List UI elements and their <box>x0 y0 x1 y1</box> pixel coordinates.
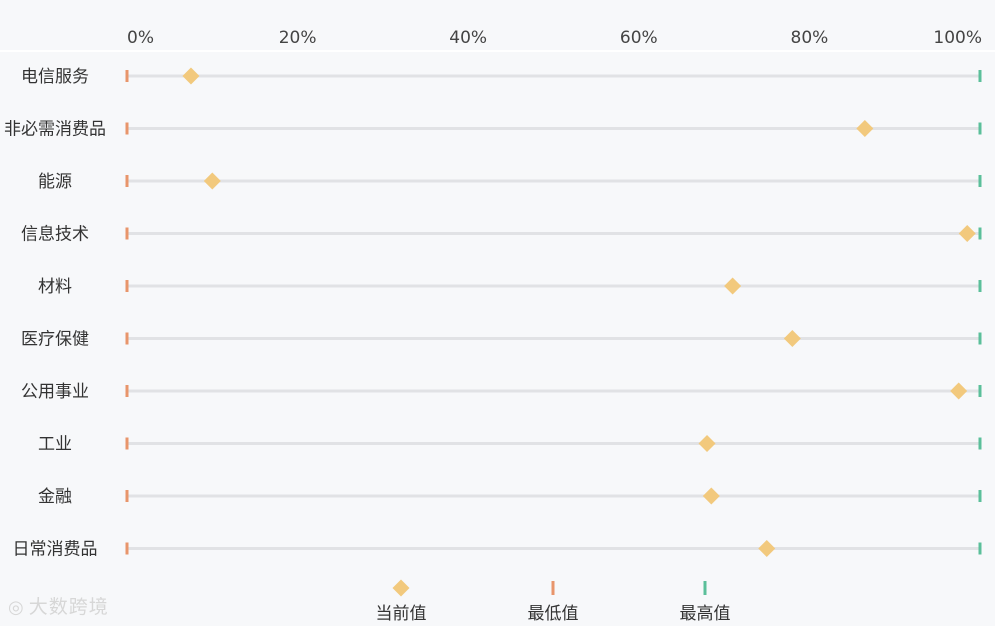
current-value-marker <box>182 67 200 85</box>
x-tick-label: 80% <box>791 28 829 48</box>
category-label: 电信服务 <box>21 67 89 87</box>
category-label: 材料 <box>38 277 72 297</box>
current-value-marker <box>203 172 221 190</box>
weibo-icon: ◎ <box>8 597 25 618</box>
x-tick-label: 40% <box>449 28 487 48</box>
x-tick-label: 20% <box>279 28 317 48</box>
current-value-marker <box>783 330 801 347</box>
current-value-marker <box>958 225 976 242</box>
category-label: 信息技术 <box>21 225 89 245</box>
x-tick-label: 100% <box>933 28 982 48</box>
current-value-marker <box>950 382 968 400</box>
legend-label: 最低值 <box>528 604 579 624</box>
legend-marker-current <box>392 579 410 597</box>
category-label: 金融 <box>38 487 72 507</box>
current-value-marker <box>724 277 742 295</box>
category-label: 公用事业 <box>21 382 89 402</box>
category-label: 日常消费品 <box>13 540 98 560</box>
x-tick-label: 0% <box>127 28 154 48</box>
current-value-marker <box>758 540 776 557</box>
current-value-marker <box>702 487 720 505</box>
x-tick-label: 60% <box>620 28 658 48</box>
watermark: ◎ 大数跨境 <box>8 592 109 619</box>
watermark-text: 大数跨境 <box>28 596 109 618</box>
category-label: 能源 <box>38 172 72 192</box>
legend-label: 当前值 <box>376 604 427 624</box>
category-label: 非必需消费品 <box>4 120 106 140</box>
category-label: 工业 <box>38 435 72 455</box>
legend-label: 最高值 <box>680 604 731 624</box>
current-value-marker <box>698 435 716 452</box>
category-label: 医疗保健 <box>21 330 89 350</box>
current-value-marker <box>856 120 874 137</box>
